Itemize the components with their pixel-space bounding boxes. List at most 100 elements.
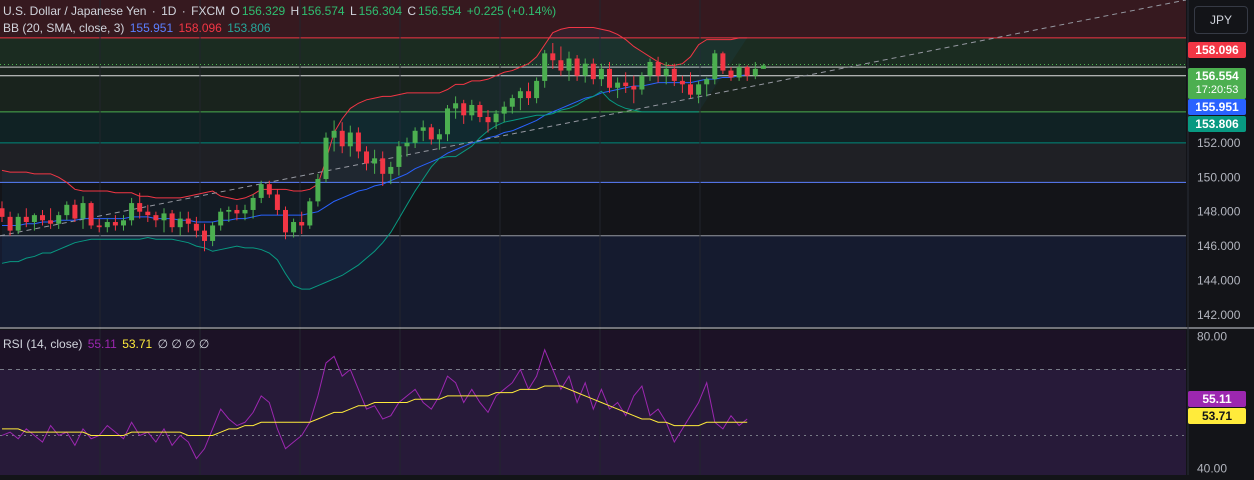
candle-body	[315, 178, 321, 202]
candle-body	[210, 225, 216, 241]
candle-body	[517, 91, 523, 99]
price-axis-tick: 142.000	[1197, 308, 1241, 322]
bb-basis-line	[2, 74, 748, 226]
candle-body	[396, 146, 402, 167]
candle-body	[23, 216, 29, 223]
candle-body	[372, 158, 378, 164]
bb-upper-price-label: 158.096	[1188, 42, 1246, 58]
candle-body	[696, 84, 702, 95]
candle-body	[663, 68, 669, 76]
candle-body	[493, 113, 499, 123]
candle-body	[323, 137, 329, 179]
rsi-pane-background	[0, 330, 1186, 475]
candle-body	[355, 132, 361, 152]
low-value: 156.304	[358, 4, 403, 18]
close-label: C	[407, 4, 417, 18]
candle-body	[639, 75, 645, 90]
symbol-legend[interactable]: U.S. Dollar / Japanese Yen · 1D · FXCM O…	[3, 4, 557, 18]
candle-body	[485, 117, 491, 123]
grey-zone	[0, 142, 1186, 183]
candle-body	[153, 215, 159, 221]
candle-body	[688, 84, 693, 95]
candle-body	[509, 98, 515, 107]
rsi-ma-value: 53.71	[122, 337, 153, 351]
candle-body	[202, 230, 207, 241]
candle-body	[88, 203, 94, 226]
candle-body	[428, 127, 434, 140]
candle-body	[671, 68, 677, 81]
rsi-price-label: 55.11	[1188, 391, 1246, 407]
candle-body	[56, 215, 62, 224]
candle-body	[104, 222, 110, 228]
candle-body	[339, 130, 345, 147]
candle-body	[112, 222, 118, 226]
candle-body	[712, 53, 718, 80]
candle-body	[679, 80, 685, 85]
open-value: 156.329	[241, 4, 286, 18]
candle-body	[744, 67, 750, 76]
symbol-name: U.S. Dollar / Japanese Yen	[3, 4, 147, 18]
candle-body	[291, 222, 297, 233]
candle-body	[647, 61, 653, 76]
candle-body	[558, 60, 564, 71]
timeframe: 1D	[161, 4, 177, 18]
price-axis-tick: 152.000	[1197, 136, 1241, 150]
rsi-value: 55.11	[87, 337, 117, 351]
candle-body	[566, 58, 572, 71]
last-price-label: 156.554 17:20:53	[1188, 68, 1246, 99]
bar-countdown: 17:20:53	[1195, 84, 1239, 96]
candle-body	[145, 211, 151, 216]
candle-body	[404, 142, 410, 147]
candle-body	[542, 53, 548, 81]
candle-body	[307, 201, 313, 226]
candle-body	[226, 209, 232, 212]
candle-body	[299, 222, 305, 226]
candle-body	[193, 223, 199, 231]
candle-body	[623, 82, 629, 87]
candle-body	[266, 184, 272, 195]
candle-body	[469, 104, 475, 116]
candle-body	[96, 225, 102, 228]
candle-body	[582, 63, 588, 76]
candle-body	[720, 53, 726, 71]
candle-body	[420, 127, 426, 131]
candle-body	[631, 86, 637, 90]
candle-body	[436, 134, 442, 140]
bb-legend-label: BB (20, SMA, close, 3)	[3, 21, 125, 35]
data-source: FXCM	[191, 4, 226, 18]
bb-basis-value: 155.951	[129, 21, 174, 35]
candle-body	[445, 108, 450, 135]
candle-body	[598, 68, 604, 80]
candle-body	[453, 103, 459, 109]
candle-body	[31, 215, 37, 223]
candle-body	[218, 211, 224, 226]
candle-body	[283, 209, 288, 233]
currency-button[interactable]: JPY	[1194, 6, 1248, 34]
candle-body	[534, 80, 540, 99]
candle-body	[590, 63, 596, 80]
close-value: 156.554	[418, 4, 462, 18]
bb-legend[interactable]: BB (20, SMA, close, 3) 155.951 158.096 1…	[3, 20, 273, 36]
candle-body	[550, 53, 556, 61]
rsi-ma-price-label: 53.71	[1188, 408, 1246, 424]
candle-body	[412, 130, 418, 143]
candle-body	[137, 203, 143, 212]
candle-body	[728, 70, 734, 78]
candle-body	[80, 203, 86, 219]
candle-body	[615, 82, 621, 88]
candle-body	[347, 132, 353, 147]
blue-zone	[0, 235, 1186, 327]
candle-body	[526, 91, 531, 99]
bb-lower-value: 153.806	[227, 21, 271, 35]
candle-body	[169, 213, 175, 228]
teal-zone	[0, 111, 1186, 143]
candle-body	[129, 203, 135, 221]
rsi-legend[interactable]: RSI (14, close) 55.11 53.71 ∅ ∅ ∅ ∅	[3, 336, 211, 352]
high-label: H	[290, 4, 300, 18]
candle-body	[331, 130, 337, 138]
price-axis-tick: 148.000	[1197, 205, 1241, 219]
candle-body	[655, 61, 661, 76]
candle-body	[477, 104, 483, 118]
